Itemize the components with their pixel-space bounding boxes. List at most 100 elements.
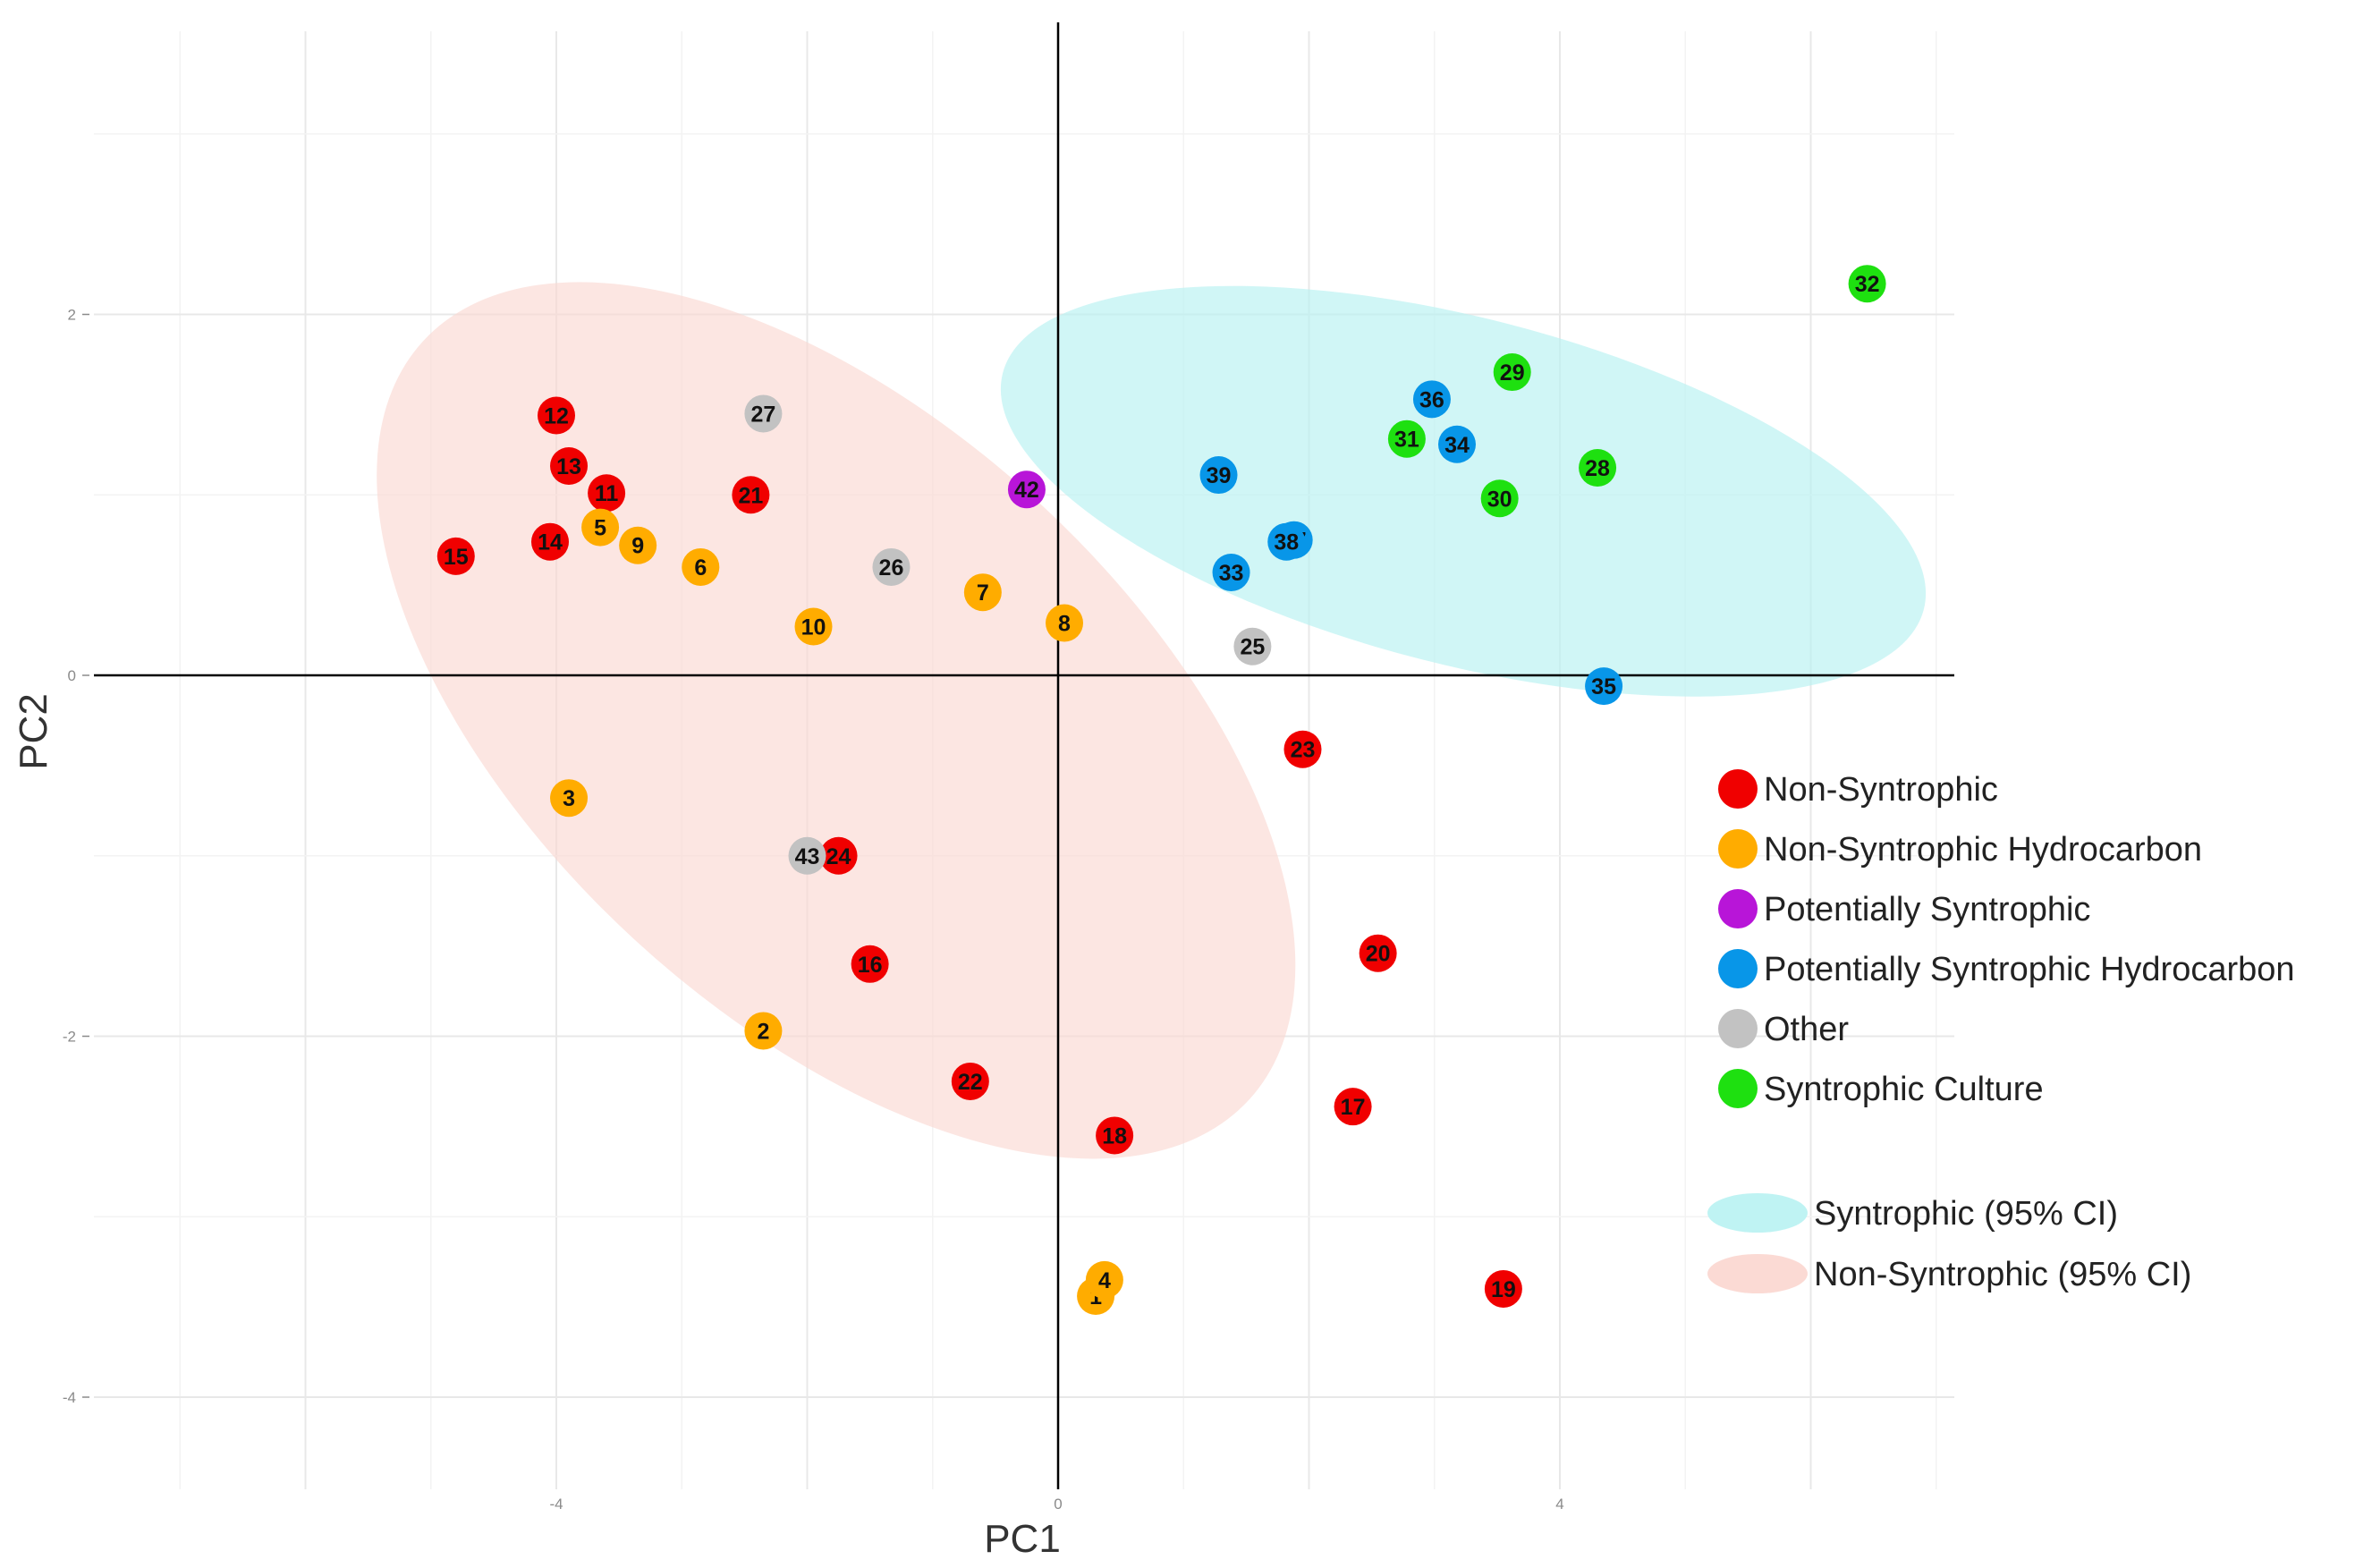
data-point: 36 [1412,380,1451,419]
point-label: 38 [1274,530,1299,555]
data-point: 27 [744,394,783,433]
legend-ellipse-marker [1707,1193,1808,1233]
point-label: 43 [795,844,820,869]
point-label: 4 [1098,1268,1111,1293]
legend-label: Potentially Syntrophic Hydrocarbon [1764,951,2295,988]
point-label: 31 [1394,428,1419,453]
y-tick-label: -4 [63,1389,76,1406]
point-marker [872,547,911,586]
x-tick-label: 4 [1555,1496,1563,1513]
tick-labels: -4 0 420-2-4 [63,307,1564,1513]
legend-label: Syntrophic (95% CI) [1814,1195,2118,1233]
data-point: 23 [1283,730,1322,768]
point-marker [1233,627,1272,665]
point-label: 15 [444,545,469,570]
data-point: 39 [1199,456,1238,495]
point-label: 23 [1291,738,1316,763]
legend-marker [1718,949,1758,988]
point-marker [1046,604,1084,642]
point-label: 26 [879,555,904,581]
legend-label: Potentially Syntrophic [1764,891,2090,928]
point-marker [682,547,720,586]
data-point: 17 [1334,1088,1372,1126]
point-label: 13 [556,454,581,479]
point-label: 42 [1014,478,1039,503]
data-point: 43 [788,836,826,875]
point-marker [1267,522,1306,561]
point-marker [732,476,770,514]
data-point: 10 [794,607,833,646]
data-point: 16 [851,945,889,983]
point-marker [1493,353,1531,392]
data-point: 38 [1267,522,1306,561]
point-label: 29 [1500,360,1525,386]
axes [94,22,1954,1489]
legend-marker [1718,769,1758,809]
legend-label: Non-Syntrophic [1764,771,1998,809]
point-marker [1412,380,1451,419]
point-marker [951,1062,989,1100]
data-point: 21 [732,476,770,514]
data-point: 14 [530,522,569,561]
data-point: 13 [550,446,589,485]
x-axis-title: PC1 [984,1517,1061,1561]
point-marker [1480,479,1519,518]
point-marker [550,779,589,818]
data-point: 35 [1585,667,1623,706]
point-marker [1484,1269,1522,1308]
point-label: 24 [826,844,851,869]
data-point: 19 [1484,1269,1522,1308]
point-label: 19 [1491,1277,1516,1302]
point-label: 17 [1341,1095,1366,1120]
point-label: 3 [563,786,575,811]
data-point: 2 [744,1012,783,1050]
point-marker [744,1012,783,1050]
legend-label: Non-Syntrophic (95% CI) [1814,1256,2191,1293]
point-marker [436,537,475,575]
legend-marker [1718,1009,1758,1048]
point-label: 11 [595,481,619,506]
point-marker [1096,1116,1134,1155]
point-marker [794,607,833,646]
point-label: 14 [538,530,563,555]
point-label: 9 [631,534,644,559]
point-label: 21 [738,483,763,508]
point-marker [1437,425,1476,463]
data-point: 11 [588,474,626,513]
point-marker [530,522,569,561]
point-label: 6 [694,555,707,581]
point-marker [1007,470,1046,509]
point-marker [1387,420,1426,458]
data-point: 33 [1212,554,1250,592]
data-point: 20 [1359,934,1397,972]
data-point: 22 [951,1062,989,1100]
legend-label: Syntrophic Culture [1764,1071,2044,1108]
legend-marker [1718,829,1758,869]
point-marker [1848,265,1886,303]
point-marker [550,446,589,485]
data-point: 25 [1233,627,1272,665]
point-label: 27 [751,402,776,427]
point-marker [851,945,889,983]
point-marker [588,474,626,513]
data-point: 12 [538,396,575,435]
point-marker [1199,456,1238,495]
point-marker [1334,1088,1372,1126]
legend-marker [1718,889,1758,928]
data-point: 6 [682,547,720,586]
data-point: 32 [1848,265,1886,303]
point-label: 25 [1240,635,1265,660]
point-label: 30 [1487,487,1512,512]
data-point: 7 [963,573,1002,612]
point-label: 18 [1102,1123,1127,1148]
y-tick-label: 0 [68,667,76,684]
point-label: 36 [1419,387,1444,412]
point-label: 22 [958,1070,983,1095]
data-point: 26 [872,547,911,586]
x-tick-label: -4 [549,1496,563,1513]
point-marker [1212,554,1250,592]
data-point: 8 [1046,604,1084,642]
point-label: 5 [594,516,606,541]
point-label: 16 [858,953,883,978]
syntrophic-ellipse [1000,285,1927,697]
